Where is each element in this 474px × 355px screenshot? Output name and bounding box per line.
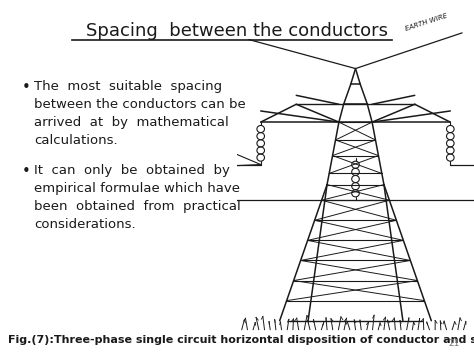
Text: EARTH WIRE: EARTH WIRE xyxy=(405,12,448,32)
Text: arrived  at  by  mathematical: arrived at by mathematical xyxy=(34,116,229,129)
Text: 21: 21 xyxy=(448,339,459,348)
Text: •: • xyxy=(22,80,31,95)
Text: been  obtained  from  practical: been obtained from practical xyxy=(34,200,241,213)
Text: between the conductors can be: between the conductors can be xyxy=(34,98,246,111)
Text: empirical formulae which have: empirical formulae which have xyxy=(34,182,240,195)
Text: calculations.: calculations. xyxy=(34,134,118,147)
Text: It  can  only  be  obtained  by: It can only be obtained by xyxy=(34,164,230,177)
Text: Spacing  between the conductors: Spacing between the conductors xyxy=(86,22,388,40)
Text: The  most  suitable  spacing: The most suitable spacing xyxy=(34,80,222,93)
Text: considerations.: considerations. xyxy=(34,218,136,231)
Text: •: • xyxy=(22,164,31,179)
Text: Fig.(7):Three-phase single circuit horizontal disposition of conductor and steel: Fig.(7):Three-phase single circuit horiz… xyxy=(8,335,474,345)
